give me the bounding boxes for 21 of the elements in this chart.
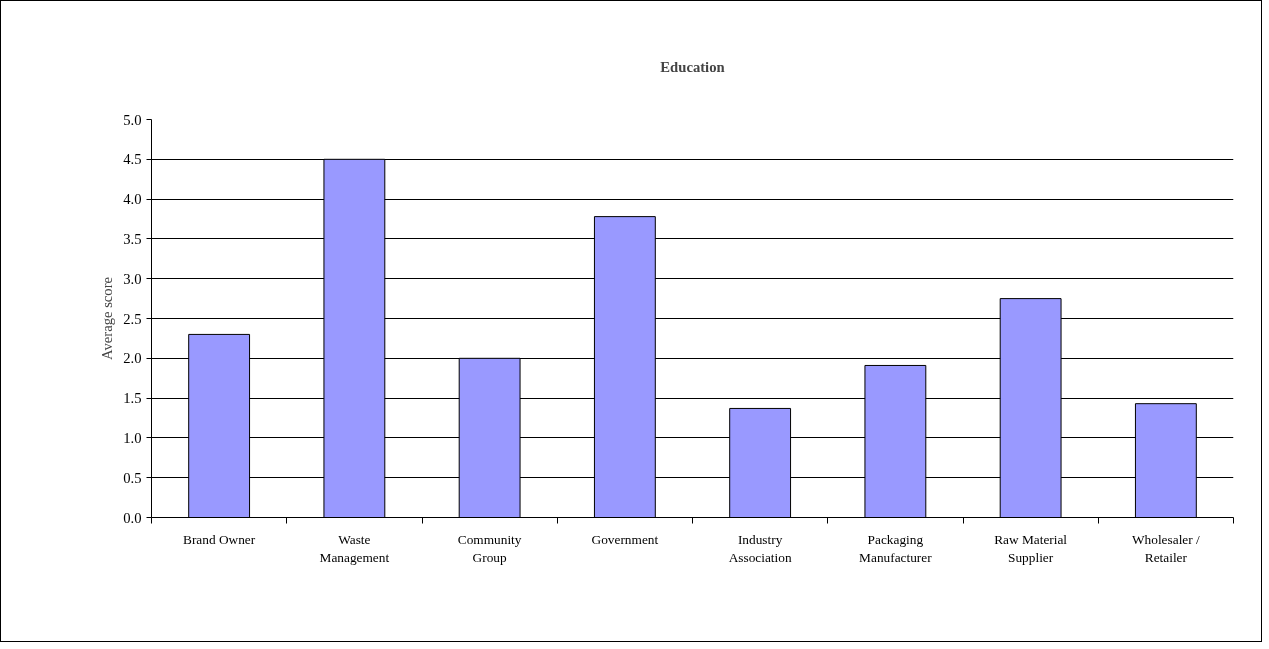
y-tick-label: 1.5 [123,390,142,407]
chart-title: Education [660,58,725,75]
x-tick-label: Industry Association [728,531,792,565]
x-tick-label: Wholesaler / Retailer [1132,531,1201,565]
y-tick-label: 4.5 [123,151,142,168]
y-tick-label: 0.0 [123,509,142,526]
x-tick-label: Brand Owner [183,531,256,547]
y-tick-label: 0.5 [123,469,142,486]
y-tick-label: 1.0 [123,429,142,446]
y-tick-label: 2.0 [123,350,142,367]
x-tick-label: Government [591,531,659,547]
y-axis-title: Average score [99,276,116,361]
y-tick-label: 2.5 [123,310,142,327]
y-tick-label: 5.0 [123,111,142,128]
y-tick-label: 3.0 [123,270,142,287]
y-tick-label: 3.5 [123,230,142,247]
x-tick-label: Community Group [457,531,522,565]
x-tick-label: Raw Material Supplier [994,531,1068,565]
x-tick-label: Waste Management [319,531,390,565]
y-tick-label: 4.0 [123,191,142,208]
x-tick-label: Packaging Manufacturer [859,531,933,565]
